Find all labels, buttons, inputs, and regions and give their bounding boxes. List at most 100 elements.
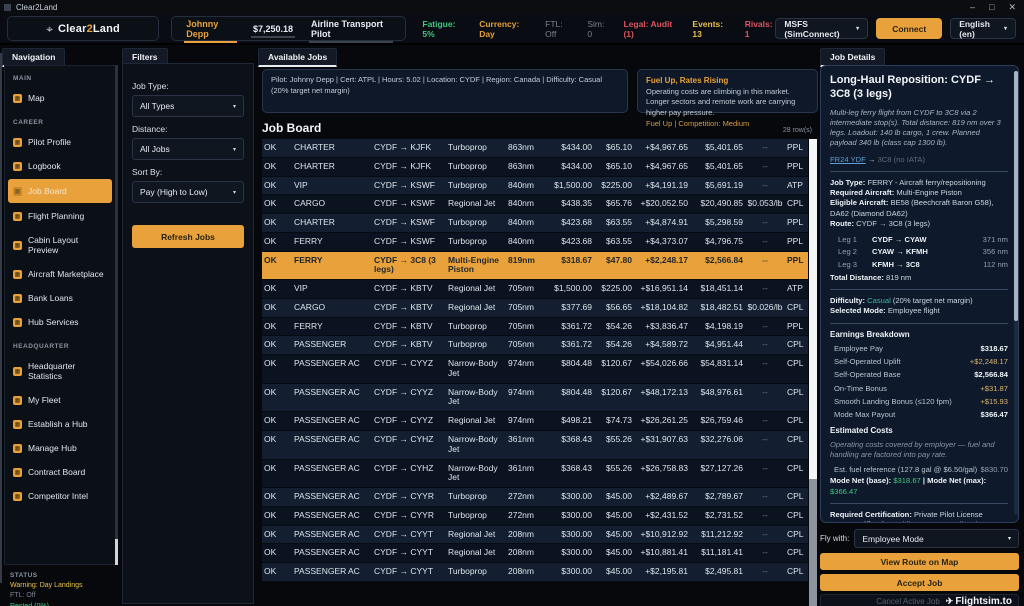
details-scrollbar[interactable]: [1014, 71, 1018, 515]
table-scrollbar-thumb[interactable]: [809, 139, 817, 479]
job-cell: $63.55: [606, 218, 632, 228]
sidebar-item-manage-hub[interactable]: ▦ Manage Hub: [5, 436, 115, 460]
sidebar-item-establish-a-hub[interactable]: ▦ Establish a Hub: [5, 412, 115, 436]
job-cell: 208nm: [508, 567, 534, 577]
sidebar-item-job-board[interactable]: ▦ Job Board: [8, 179, 112, 203]
job-cell: $11,212.92: [701, 529, 743, 539]
job-cell: +$18,104.82: [640, 302, 688, 312]
job-row[interactable]: OK VIP CYDF → KSWF Turboprop 840nm $1,500.00 $…: [262, 176, 808, 196]
job-row-selected[interactable]: OK FERRY CYDF → 3C8 (3 legs) Multi-Engine P…: [262, 251, 808, 281]
job-cell: $54.26: [606, 340, 632, 350]
job-row[interactable]: OK PASSENGER AC CYDF → CYYZ Regional Jet 974n…: [262, 412, 808, 432]
connect-button[interactable]: Connect: [876, 18, 943, 39]
minimize-button[interactable]: –: [970, 2, 976, 12]
job-row[interactable]: OK FERRY CYDF → KBTV Turboprop 705nm $361.72 $…: [262, 317, 808, 337]
fr24-link[interactable]: FR24 YDF: [830, 154, 866, 164]
job-row[interactable]: OK PASSENGER AC CYDF → CYYR Turboprop 272nm $3…: [262, 506, 808, 526]
job-cell: CHARTER: [294, 161, 335, 171]
fly-with-select[interactable]: Employee Mode ▾: [854, 529, 1019, 548]
job-cell: CYDF → CYYT: [374, 548, 434, 558]
job-cell: $11,181.41: [701, 548, 743, 558]
job-cell: FERRY: [294, 236, 323, 246]
earnings-cell: Self-Operated Base: [834, 370, 901, 380]
job-cell: PPL: [787, 161, 804, 171]
job-cell: AC: [348, 529, 360, 539]
job-row[interactable]: OK PASSENGER AC CYDF → CYHZ Narrow-Body Jet 3…: [262, 459, 808, 489]
sort-by-select[interactable]: Pay (High to Low) ▾: [132, 181, 244, 203]
job-type-select[interactable]: All Types ▾: [132, 95, 244, 117]
pilot-cert[interactable]: Airline Transport Pilot: [309, 15, 394, 43]
job-cell: $26,759.46: [700, 416, 743, 426]
job-cell: CPL: [787, 340, 804, 350]
job-row[interactable]: OK FERRY CYDF → KSWF Turboprop 840nm $423.68 $…: [262, 232, 808, 252]
job-cell: PASSENGER: [294, 463, 346, 473]
brand-logo[interactable]: ⌖ Clear2Land: [7, 16, 160, 41]
language-select[interactable]: English (en) ▾: [950, 18, 1016, 39]
close-button[interactable]: ✕: [1008, 2, 1016, 12]
sidebar-item-cabin-layout-preview[interactable]: ▦ Cabin Layout Preview: [5, 228, 115, 262]
job-cell: 361nm: [508, 435, 534, 445]
job-cell: OK: [264, 510, 277, 520]
eligible-aircraft-field: Eligible Aircraft: BE58 (Beechcraft Baro…: [830, 198, 994, 218]
sidebar-item-logbook[interactable]: ▦ Logbook: [5, 154, 115, 178]
earnings-cell: Mode Max Payout: [834, 410, 896, 420]
job-row[interactable]: OK PASSENGER AC CYDF → CYHZ Narrow-Body Jet 3…: [262, 431, 808, 460]
job-cell: +$54,026.66: [640, 359, 688, 369]
earnings-row: Smooth Landing Bonus (≤120 fpm) +$15.93: [830, 395, 1008, 408]
job-cell: 840nm: [508, 218, 534, 228]
cancel-active-job-link[interactable]: Cancel Active Job: [876, 596, 940, 606]
refresh-jobs-button[interactable]: Refresh Jobs: [132, 225, 244, 248]
sidebar-item-pilot-profile[interactable]: ▦ Pilot Profile: [5, 130, 115, 154]
sidebar-item-hub-services[interactable]: ▦ Hub Services: [5, 310, 115, 334]
job-cell: CPL: [787, 302, 804, 312]
sidebar-item-competitor-intel[interactable]: ▦ Competitor Intel: [5, 484, 115, 508]
job-cell: 840nm: [508, 199, 534, 209]
sidebar-item-headquarter-statistics[interactable]: ▦ Headquarter Statistics: [5, 354, 115, 388]
table-scrollbar[interactable]: [809, 139, 817, 606]
nav-section-label: HEADQUARTER: [13, 343, 70, 350]
costs-note: Operating costs covered by employer — fu…: [830, 439, 995, 459]
difficulty-field: Difficulty: Casual (20% target net margi…: [830, 296, 973, 305]
pilot-balance[interactable]: $7,250.18: [250, 20, 296, 38]
distance-select[interactable]: All Jobs ▾: [132, 138, 244, 160]
earnings-row: Employee Pay $318.67: [830, 342, 1008, 355]
sidebar-item-aircraft-marketplace[interactable]: ▦ Aircraft Marketplace: [5, 262, 115, 286]
earnings-row: On-Time Bonus +$31.87: [830, 382, 1008, 395]
job-row[interactable]: OK VIP CYDF → KBTV Regional Jet 705nm $1,500.…: [262, 280, 808, 299]
leg-row: Leg 2 CYAW → KFMH 356 nm: [830, 246, 1008, 258]
job-row[interactable]: OK CARGO CYDF → KBTV Regional Jet 705nm $377.…: [262, 298, 808, 318]
sidebar-item-my-fleet[interactable]: ▦ My Fleet: [5, 388, 115, 412]
sim-connector-select[interactable]: MSFS (SimConnect) ▾: [775, 18, 869, 39]
job-row[interactable]: OK CHARTER CYDF → KJFK Turboprop 863nm $434.0…: [262, 139, 808, 158]
job-row[interactable]: OK PASSENGER AC CYDF → CYYZ Narrow-Body Jet 9…: [262, 355, 808, 384]
sidebar-item-bank-loans[interactable]: ▦ Bank Loans: [5, 286, 115, 310]
job-row[interactable]: OK CARGO CYDF → KSWF Regional Jet 840nm $438.…: [262, 195, 808, 215]
job-row[interactable]: OK PASSENGER CYDF → KBTV Turboprop 705nm $361…: [262, 336, 808, 356]
job-cell: AC: [348, 492, 360, 502]
job-cell: Turboprop: [448, 492, 487, 502]
job-cell: +$4,874.91: [645, 218, 688, 228]
accept-job-button[interactable]: Accept Job: [820, 574, 1019, 591]
maximize-button[interactable]: □: [989, 2, 995, 12]
job-row[interactable]: OK CHARTER CYDF → KSWF Turboprop 840nm $423.6…: [262, 214, 808, 233]
sidebar-item-flight-planning[interactable]: ▦ Flight Planning: [5, 204, 115, 228]
job-row[interactable]: OK PASSENGER AC CYDF → CYYT Regional Jet 208n…: [262, 525, 808, 545]
sidebar-item-map[interactable]: ▦ Map: [5, 86, 115, 110]
leg-cell: Leg 3: [838, 259, 858, 269]
job-row[interactable]: OK PASSENGER AC CYDF → CYYT Turboprop 208nm $3…: [262, 563, 808, 582]
total-distance-field: Total Distance: 819 nm: [830, 272, 912, 282]
view-route-button[interactable]: View Route on Map: [820, 553, 1019, 570]
job-cell: $54.26: [606, 321, 632, 331]
job-type-label: Job Type:: [132, 81, 169, 91]
pilot-name[interactable]: Johnny Depp: [184, 15, 237, 43]
job-row[interactable]: OK PASSENGER AC CYDF → CYYR Turboprop 272nm $3…: [262, 488, 808, 507]
job-row[interactable]: OK CHARTER CYDF → KJFK Turboprop 863nm $434.0…: [262, 157, 808, 177]
sidebar-scrollbar[interactable]: [115, 65, 118, 565]
job-cell: CPL: [787, 548, 804, 558]
job-row[interactable]: OK PASSENGER AC CYDF → CYYZ Narrow-Body Jet 9…: [262, 383, 808, 413]
job-cell: $27,127.26: [700, 463, 743, 473]
job-cell: OK: [264, 180, 277, 190]
sidebar-item-contract-board[interactable]: ▦ Contract Board: [5, 460, 115, 484]
chevron-down-icon: ▾: [1007, 536, 1011, 542]
job-row[interactable]: OK PASSENGER AC CYDF → CYYT Regional Jet 208n…: [262, 544, 808, 564]
